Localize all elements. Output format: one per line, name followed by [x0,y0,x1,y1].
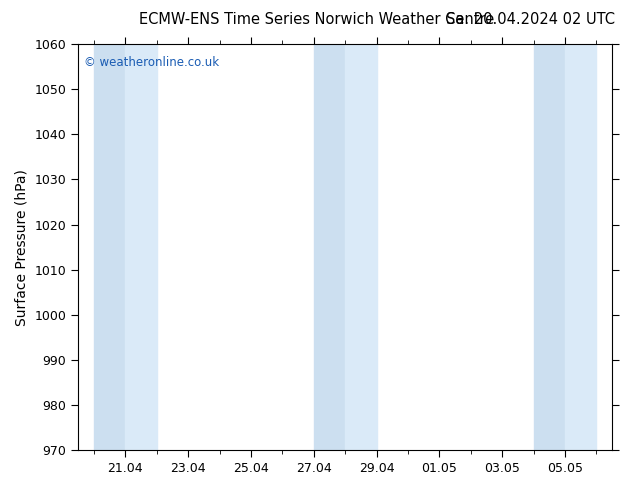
Bar [534,44,565,450]
Bar [565,44,597,450]
Bar [94,44,126,450]
Text: © weatheronline.co.uk: © weatheronline.co.uk [84,56,219,69]
Bar [345,44,377,450]
Y-axis label: Surface Pressure (hPa): Surface Pressure (hPa) [15,169,29,325]
Text: ECMW-ENS Time Series Norwich Weather Centre: ECMW-ENS Time Series Norwich Weather Cen… [139,12,495,27]
Bar [314,44,345,450]
Bar [126,44,157,450]
Text: Sa. 20.04.2024 02 UTC: Sa. 20.04.2024 02 UTC [446,12,615,27]
